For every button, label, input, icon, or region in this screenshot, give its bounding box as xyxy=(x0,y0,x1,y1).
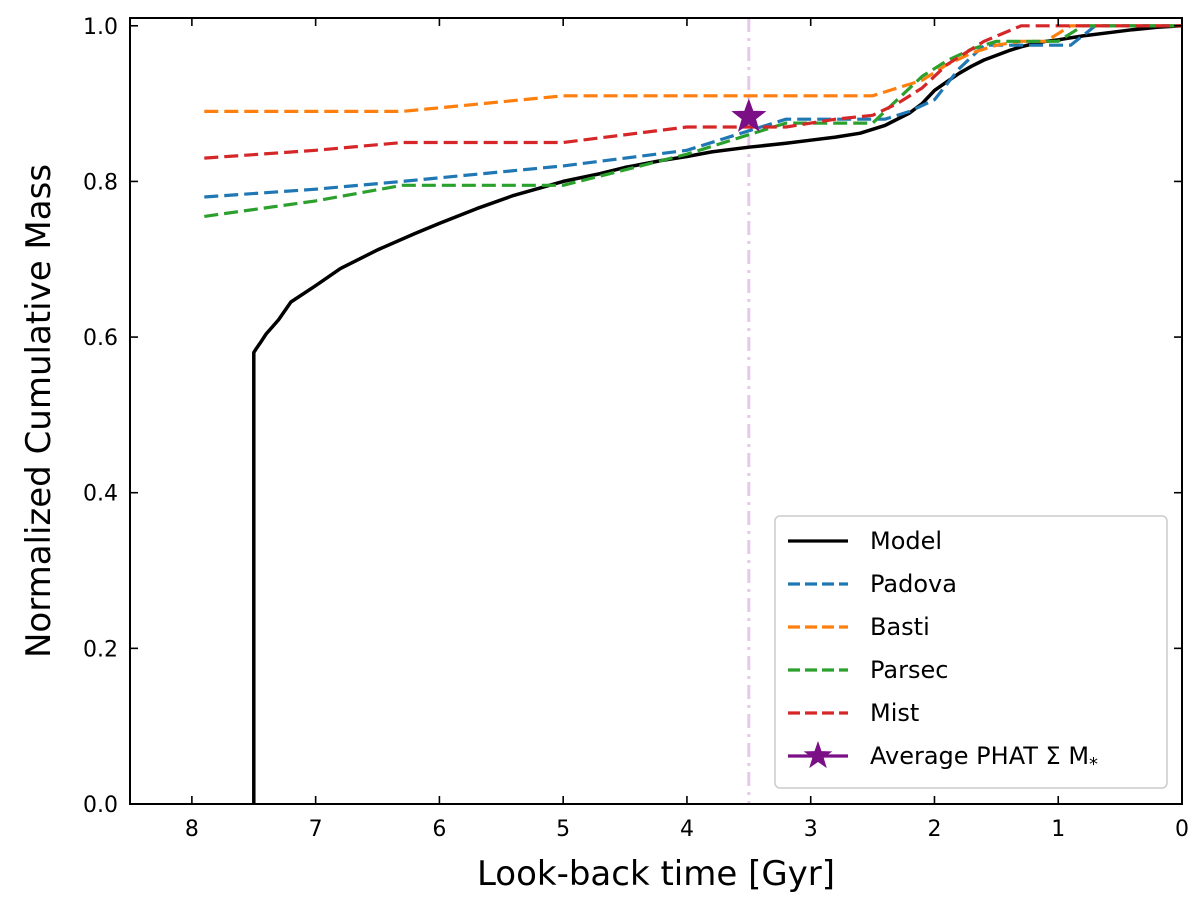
legend-label-padova: Padova xyxy=(870,570,957,598)
y-tick-label: 0.8 xyxy=(83,170,118,195)
legend-star-icon xyxy=(803,741,833,769)
x-axis-label: Look-back time [Gyr] xyxy=(477,854,835,894)
y-tick-label: 0.4 xyxy=(83,482,118,507)
x-tick-label: 3 xyxy=(804,817,818,842)
x-tick-label: 2 xyxy=(927,817,941,842)
y-axis-label: Normalized Cumulative Mass xyxy=(19,164,59,658)
x-tick-label: 7 xyxy=(309,817,323,842)
legend-label-average-phat: Average PHAT Σ M* xyxy=(870,742,1098,775)
series-line-mist xyxy=(204,24,1182,160)
y-tick-label: 0.0 xyxy=(83,793,118,818)
legend-label-model: Model xyxy=(870,527,942,555)
legend: Model Padova Basti Parsec Mist Average PHAT Σ… xyxy=(774,515,1168,789)
x-tick-label: 6 xyxy=(432,817,446,842)
legend-label-mist: Mist xyxy=(870,699,919,727)
y-tick-label: 0.6 xyxy=(83,326,118,351)
series-line-parsec xyxy=(204,24,1182,218)
series-line-basti xyxy=(204,24,1182,114)
x-tick-label: 8 xyxy=(185,817,199,842)
x-tick-label: 1 xyxy=(1051,817,1065,842)
x-tick-label: 4 xyxy=(680,817,694,842)
legend-label-basti: Basti xyxy=(870,613,930,641)
plot-frame xyxy=(129,17,1183,805)
x-tick-label: 0 xyxy=(1175,817,1189,842)
x-tick-label: 5 xyxy=(556,817,570,842)
legend-label-parsec: Parsec xyxy=(870,656,948,684)
series-line-padova xyxy=(204,24,1182,199)
y-tick-label: 0.2 xyxy=(83,637,118,662)
legend-box xyxy=(774,515,1168,789)
y-tick-label: 1.0 xyxy=(83,15,118,40)
average-phat-star-marker xyxy=(731,98,767,132)
